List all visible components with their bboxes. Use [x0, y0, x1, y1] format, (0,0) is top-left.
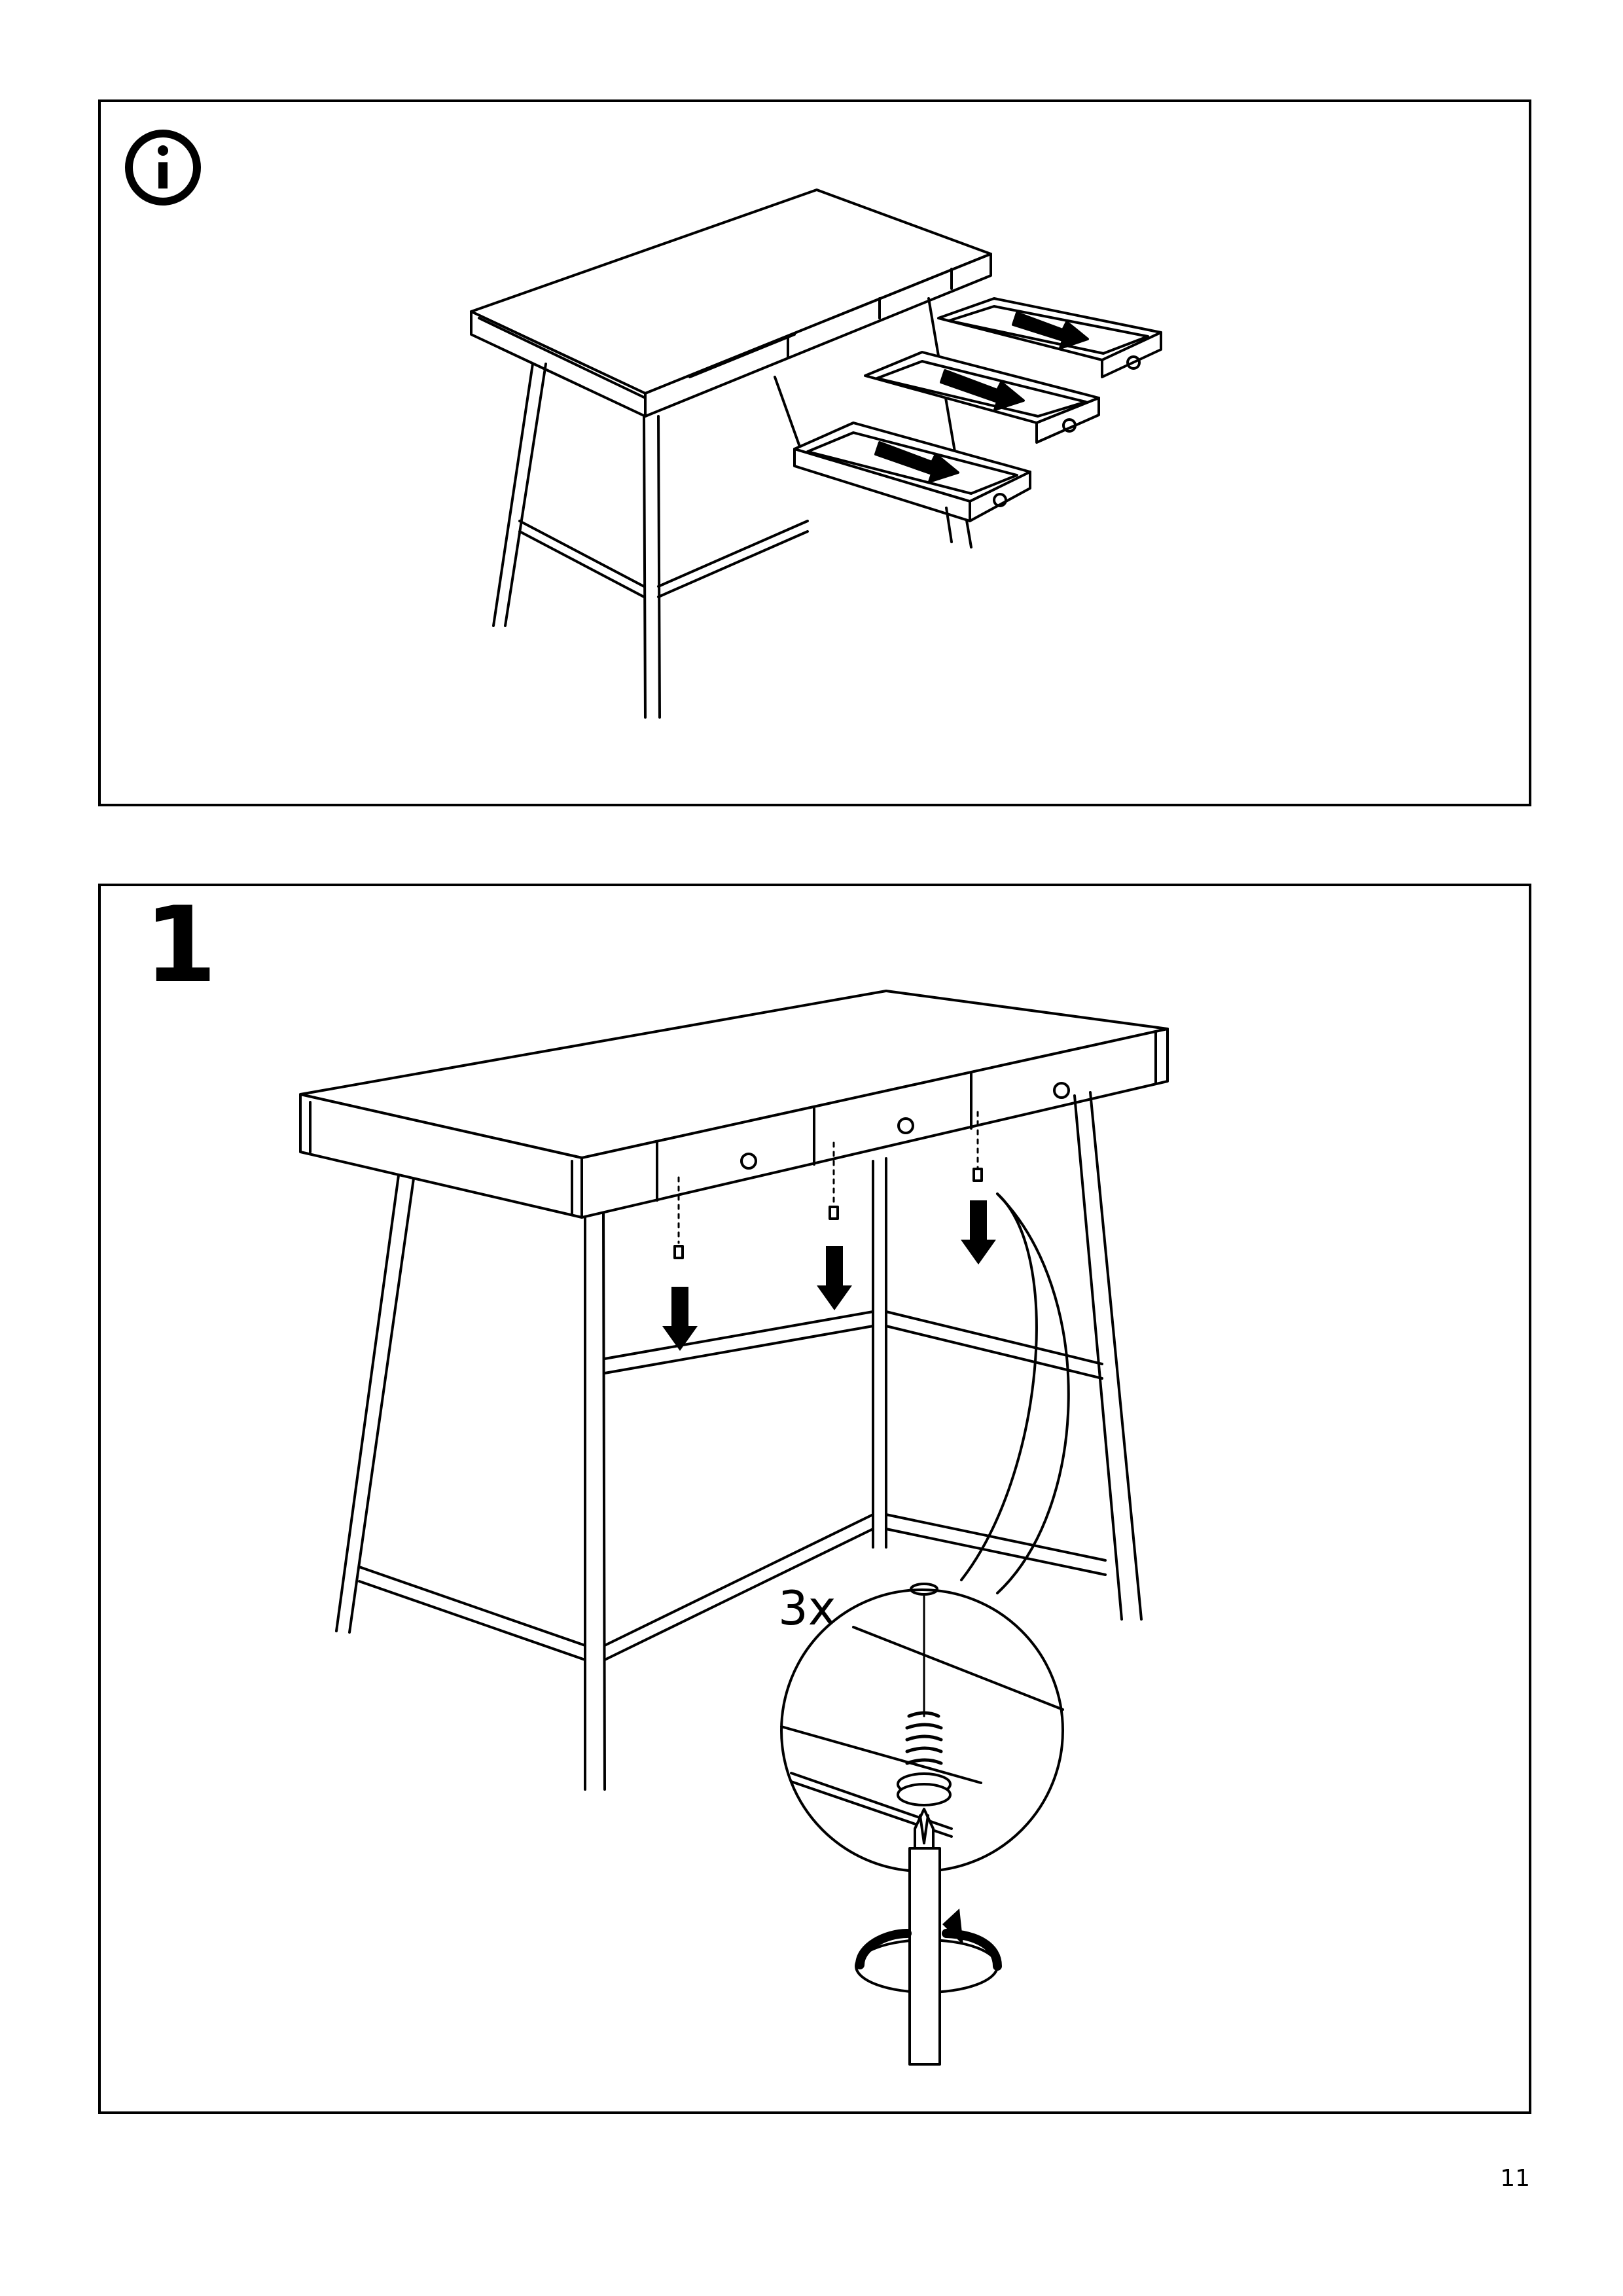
- info-icon: [125, 130, 201, 206]
- info-illustration: [125, 130, 1162, 719]
- screw-detail: [780, 1583, 1064, 1873]
- step-number: 1: [144, 884, 217, 1006]
- screw-icon: [673, 1111, 983, 1259]
- step-1-illustration: 3x: [299, 990, 1169, 2066]
- arrow-down-icon: [662, 1200, 996, 1351]
- info-panel: [98, 99, 1531, 806]
- page-number: 11: [1500, 2165, 1530, 2192]
- desk-illustration: [470, 188, 1162, 719]
- desk-illustration: [299, 990, 1169, 1791]
- rotate-clockwise-icon: [855, 1909, 1002, 1998]
- screwdriver-icon: [908, 1808, 941, 2066]
- step-1-panel: 1: [98, 884, 1531, 2114]
